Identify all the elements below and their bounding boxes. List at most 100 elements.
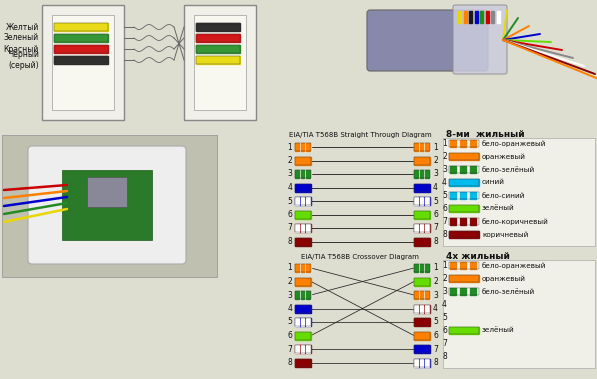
Text: Красный: Красный [4, 44, 39, 53]
Bar [196, 23, 240, 31]
Text: 2: 2 [442, 152, 447, 161]
Bar [184, 5, 256, 120]
Bar [295, 197, 311, 205]
Text: бело-зелёный: бело-зелёный [482, 288, 536, 294]
Bar [196, 23, 240, 31]
Text: 5: 5 [442, 313, 447, 322]
Bar [295, 197, 311, 205]
Bar [295, 359, 311, 366]
Bar [450, 140, 456, 147]
Text: 5: 5 [442, 191, 447, 200]
Bar [443, 260, 595, 368]
Bar [2, 135, 217, 277]
Bar [414, 210, 430, 219]
Bar [420, 143, 423, 151]
Bar [449, 153, 479, 160]
Bar [470, 192, 476, 199]
Bar [414, 264, 430, 272]
Bar [295, 304, 311, 313]
Bar [420, 291, 423, 299]
Bar [449, 275, 479, 282]
Text: 2: 2 [442, 274, 447, 283]
Bar [301, 264, 304, 272]
Bar [460, 192, 466, 199]
Text: 4х жильный: 4х жильный [446, 252, 510, 261]
Bar [414, 318, 430, 326]
Text: 8: 8 [287, 358, 292, 367]
Bar [301, 197, 304, 205]
Bar [295, 157, 311, 164]
Bar [295, 332, 311, 340]
Bar [414, 238, 430, 246]
Bar [296, 291, 299, 299]
Bar [306, 197, 309, 205]
Bar [450, 288, 456, 295]
Bar [420, 304, 423, 313]
Text: 4: 4 [287, 183, 292, 192]
Text: 8: 8 [433, 358, 438, 367]
Text: 1: 1 [442, 139, 447, 148]
Bar [301, 143, 304, 151]
Bar [420, 197, 423, 205]
Text: оранжевый: оранжевый [482, 275, 526, 282]
Bar [449, 327, 479, 334]
Text: 7: 7 [442, 339, 447, 348]
Bar [295, 143, 311, 151]
Text: 6: 6 [433, 210, 438, 219]
Bar [306, 318, 309, 326]
Bar [306, 170, 309, 178]
Bar [470, 166, 476, 173]
Bar [295, 345, 311, 353]
Bar [54, 23, 108, 31]
Bar [425, 170, 429, 178]
Text: 2: 2 [433, 277, 438, 286]
Bar [301, 291, 304, 299]
Bar [450, 262, 456, 269]
Bar [414, 345, 430, 353]
Bar [295, 157, 311, 164]
Bar [306, 264, 309, 272]
Text: 5: 5 [433, 196, 438, 205]
Text: 2: 2 [433, 156, 438, 165]
Text: 1: 1 [442, 261, 447, 270]
Bar [449, 231, 479, 238]
Text: 8: 8 [442, 352, 447, 361]
Text: 7: 7 [433, 224, 438, 232]
Text: 2: 2 [287, 156, 292, 165]
Text: 2: 2 [287, 277, 292, 286]
Bar [306, 224, 309, 232]
Text: 6: 6 [442, 326, 447, 335]
Bar [414, 291, 430, 299]
Bar [295, 183, 311, 191]
Bar [414, 143, 430, 151]
Bar [194, 15, 246, 110]
Text: 7: 7 [287, 345, 292, 354]
Bar [295, 291, 311, 299]
Bar [301, 318, 304, 326]
Bar [295, 304, 311, 313]
Bar [449, 140, 479, 147]
Bar [414, 170, 430, 178]
Bar [460, 166, 466, 173]
Bar [42, 5, 124, 120]
Bar [449, 179, 479, 186]
Bar [295, 224, 311, 232]
Text: 5: 5 [287, 318, 292, 326]
Bar [295, 224, 311, 232]
Text: 6: 6 [287, 210, 292, 219]
Bar [420, 224, 423, 232]
Bar [296, 170, 299, 178]
Text: 7: 7 [442, 217, 447, 226]
Bar [54, 45, 108, 53]
Text: синий: синий [482, 180, 505, 185]
Bar [449, 205, 479, 212]
Text: 8-ми  жильный: 8-ми жильный [446, 130, 525, 139]
Text: бело-синий: бело-синий [482, 193, 525, 199]
Bar [449, 179, 479, 186]
Bar [414, 157, 430, 164]
Bar [414, 264, 418, 272]
Bar [420, 170, 423, 178]
Bar [449, 192, 479, 199]
Bar [449, 166, 479, 173]
Text: EIA/TIA T568B Straight Through Diagram: EIA/TIA T568B Straight Through Diagram [289, 132, 431, 138]
